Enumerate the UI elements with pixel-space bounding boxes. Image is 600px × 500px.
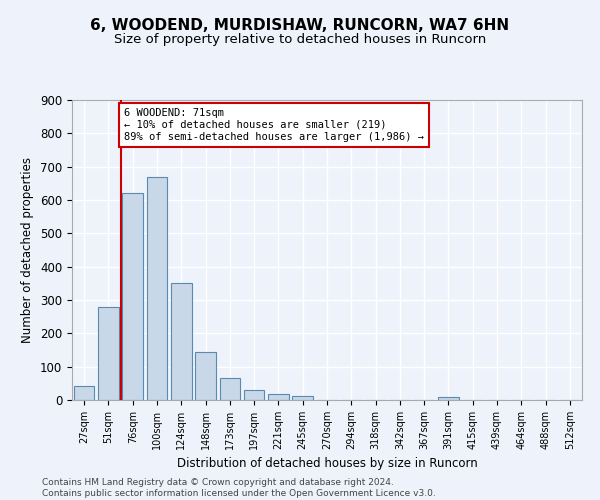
Text: Size of property relative to detached houses in Runcorn: Size of property relative to detached ho… [114,32,486,46]
Text: Contains HM Land Registry data © Crown copyright and database right 2024.
Contai: Contains HM Land Registry data © Crown c… [42,478,436,498]
Text: 6, WOODEND, MURDISHAW, RUNCORN, WA7 6HN: 6, WOODEND, MURDISHAW, RUNCORN, WA7 6HN [91,18,509,32]
Bar [268,394,289,400]
Bar [244,390,265,400]
Bar [438,396,459,400]
Bar [195,352,216,400]
Y-axis label: Number of detached properties: Number of detached properties [22,157,34,343]
Bar [220,378,240,400]
Bar [171,284,191,400]
Bar [122,193,143,400]
Bar [292,396,313,400]
Bar [98,306,119,400]
Bar [146,176,167,400]
X-axis label: Distribution of detached houses by size in Runcorn: Distribution of detached houses by size … [176,458,478,470]
Text: 6 WOODEND: 71sqm
← 10% of detached houses are smaller (219)
89% of semi-detached: 6 WOODEND: 71sqm ← 10% of detached house… [124,108,424,142]
Bar [74,386,94,400]
